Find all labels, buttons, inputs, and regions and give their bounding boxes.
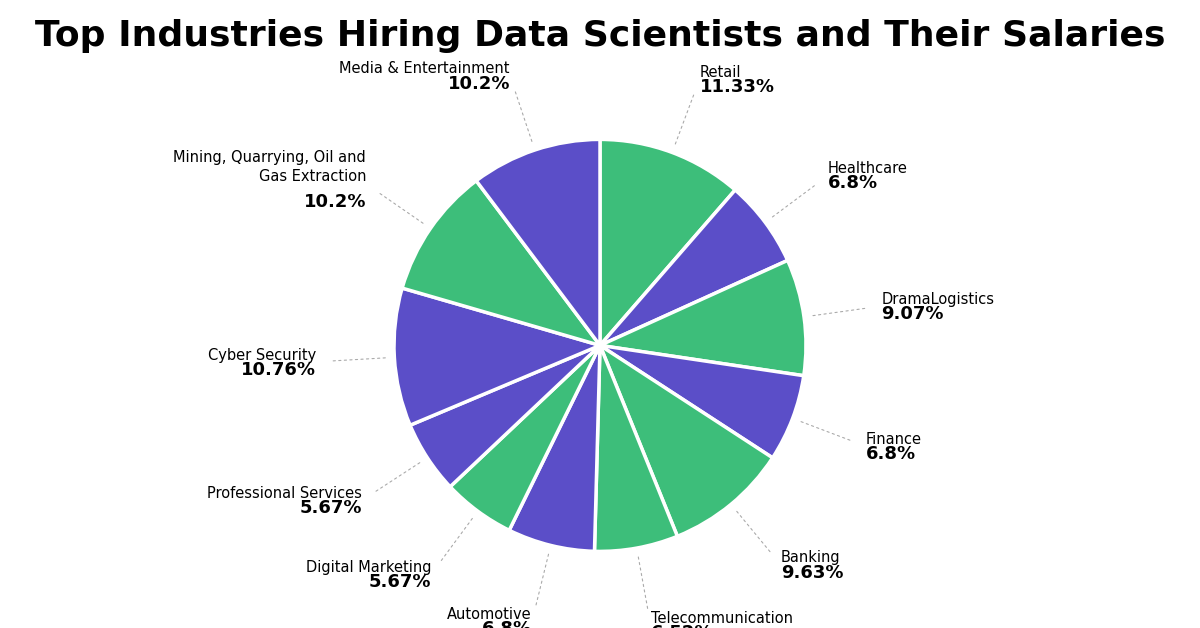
Wedge shape [600, 261, 806, 376]
Text: Finance: Finance [865, 432, 922, 447]
Wedge shape [394, 288, 600, 425]
Text: 6.52%: 6.52% [650, 624, 713, 628]
Text: Telecommunication: Telecommunication [650, 611, 793, 625]
Text: Professional Services: Professional Services [206, 486, 361, 501]
Text: 5.67%: 5.67% [299, 499, 361, 517]
Text: Banking: Banking [781, 550, 840, 565]
Wedge shape [600, 345, 804, 458]
Text: 10.2%: 10.2% [448, 75, 510, 92]
Wedge shape [600, 190, 787, 345]
Text: Healthcare: Healthcare [828, 161, 908, 176]
Wedge shape [600, 139, 736, 345]
Wedge shape [509, 345, 600, 551]
Wedge shape [600, 345, 773, 536]
Wedge shape [402, 181, 600, 345]
Text: 6.8%: 6.8% [828, 175, 878, 192]
Text: Mining, Quarrying, Oil and
Gas Extraction: Mining, Quarrying, Oil and Gas Extractio… [173, 151, 366, 184]
Wedge shape [476, 139, 600, 345]
Text: 5.67%: 5.67% [368, 573, 431, 591]
Wedge shape [410, 345, 600, 487]
Text: 6.8%: 6.8% [482, 620, 532, 628]
Text: Media & Entertainment: Media & Entertainment [340, 62, 510, 77]
Wedge shape [594, 345, 677, 551]
Text: 9.07%: 9.07% [882, 305, 944, 323]
Text: Top Industries Hiring Data Scientists and Their Salaries: Top Industries Hiring Data Scientists an… [35, 19, 1165, 53]
Wedge shape [450, 345, 600, 530]
Text: Cyber Security: Cyber Security [208, 347, 317, 362]
Text: 10.76%: 10.76% [241, 360, 317, 379]
Text: Automotive: Automotive [448, 607, 532, 622]
Text: 6.8%: 6.8% [865, 445, 916, 463]
Text: 9.63%: 9.63% [781, 563, 844, 582]
Text: Retail: Retail [700, 65, 742, 80]
Text: 10.2%: 10.2% [304, 193, 366, 210]
Text: 11.33%: 11.33% [700, 78, 774, 96]
Text: DramaLogistics: DramaLogistics [882, 292, 995, 306]
Text: Digital Marketing: Digital Marketing [306, 560, 431, 575]
